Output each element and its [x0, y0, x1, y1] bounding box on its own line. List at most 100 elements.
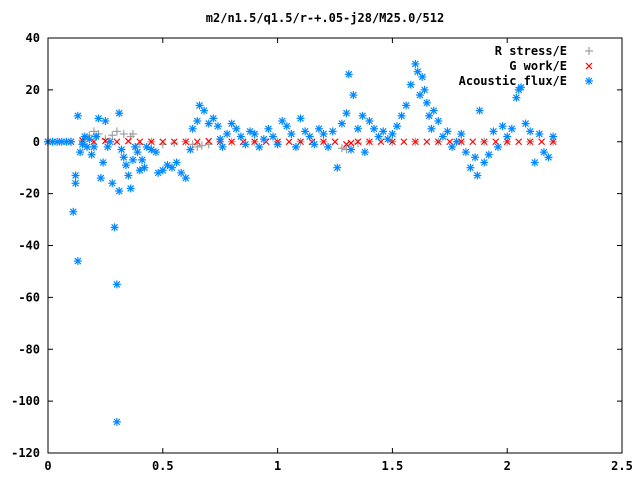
marker-stroke — [129, 156, 137, 164]
marker-stroke — [85, 135, 93, 143]
marker-stroke — [242, 140, 249, 148]
marker-stroke — [228, 138, 236, 146]
data-point — [112, 417, 121, 426]
data-point — [128, 129, 137, 138]
marker-stroke — [370, 125, 378, 133]
marker-stroke — [377, 138, 385, 146]
marker-stroke — [101, 117, 109, 125]
marker-stroke — [72, 172, 79, 179]
data-point — [337, 119, 346, 128]
marker-stroke — [113, 138, 121, 146]
marker-stroke — [503, 133, 511, 140]
data-point — [418, 72, 427, 81]
data-point — [448, 142, 457, 151]
data-point — [291, 142, 300, 151]
marker-stroke — [292, 143, 300, 151]
data-point — [427, 124, 436, 133]
marker-stroke — [99, 159, 107, 166]
marker-stroke — [444, 127, 451, 135]
data-point — [94, 114, 103, 123]
data-point — [484, 150, 493, 159]
data-point — [193, 117, 202, 125]
legend-label: R stress/E — [495, 44, 567, 58]
marker-stroke — [549, 138, 557, 146]
marker-stroke — [423, 99, 431, 107]
data-point — [544, 153, 553, 162]
marker-stroke — [310, 140, 318, 148]
marker-stroke — [74, 112, 82, 120]
data-point — [331, 138, 339, 146]
marker-stroke — [359, 112, 366, 120]
marker-stroke — [219, 143, 226, 151]
data-point — [366, 138, 373, 146]
legend-marker — [585, 77, 593, 85]
data-point — [216, 135, 225, 144]
data-point — [425, 111, 434, 120]
data-point — [170, 138, 178, 146]
marker-stroke — [492, 138, 500, 146]
data-point — [344, 70, 353, 79]
data-point — [512, 93, 521, 102]
legend-label: G work/E — [509, 59, 567, 73]
marker-stroke — [205, 137, 213, 145]
data-point — [461, 148, 470, 157]
data-point — [420, 85, 429, 94]
data-point — [475, 106, 484, 115]
marker-stroke — [338, 120, 346, 128]
marker-stroke — [209, 114, 217, 122]
data-point — [105, 137, 114, 146]
marker-stroke — [285, 138, 293, 146]
marker-stroke — [517, 83, 525, 91]
marker-stroke — [83, 143, 91, 151]
data-point — [71, 179, 80, 188]
data-point — [232, 124, 241, 133]
y-tick-label: -20 — [18, 187, 40, 201]
marker-stroke — [111, 223, 119, 231]
plot-frame — [47, 37, 623, 454]
data-point — [360, 148, 369, 157]
marker-stroke — [79, 140, 86, 148]
marker-stroke — [131, 143, 139, 151]
marker-stroke — [88, 151, 96, 159]
data-point — [117, 145, 126, 154]
marker-stroke — [232, 125, 240, 133]
marker-stroke — [457, 130, 465, 138]
marker-stroke — [347, 139, 355, 147]
marker-stroke — [177, 169, 185, 177]
tick-labels: 0 0.5 1 1.5 2 2.5 40 20 0 -20 -40 -60 -80 -100 -120 — [11, 31, 633, 473]
marker-stroke — [508, 125, 516, 133]
marker-stroke — [446, 138, 454, 146]
data-point — [85, 135, 94, 144]
data-point — [188, 124, 197, 133]
marker-stroke — [251, 138, 259, 146]
marker-stroke — [469, 138, 477, 146]
data-point — [186, 145, 195, 154]
data-point — [241, 140, 250, 149]
data-point — [140, 163, 149, 172]
marker-stroke — [512, 94, 520, 102]
marker-stroke — [170, 138, 178, 146]
data-point — [358, 111, 367, 120]
data-point — [193, 138, 201, 146]
data-point — [422, 98, 431, 107]
data-point — [379, 127, 388, 136]
data-point — [205, 137, 213, 145]
marker-stroke — [476, 107, 484, 115]
data-point — [549, 132, 558, 141]
marker-stroke — [480, 138, 488, 146]
marker-stroke — [471, 153, 479, 161]
marker-stroke — [423, 138, 431, 146]
axis-ticks — [47, 37, 623, 454]
marker-stroke — [255, 143, 263, 151]
data-point — [347, 145, 356, 154]
data-point — [87, 150, 96, 159]
data-point — [353, 124, 362, 133]
marker-stroke — [97, 174, 105, 182]
data-point — [285, 138, 293, 146]
legend-label: Acoustic flux/E — [459, 74, 567, 88]
data-point — [223, 129, 232, 138]
marker-stroke — [499, 122, 507, 130]
marker-stroke — [494, 143, 502, 151]
data-point — [443, 127, 452, 136]
marker-stroke — [379, 127, 387, 135]
